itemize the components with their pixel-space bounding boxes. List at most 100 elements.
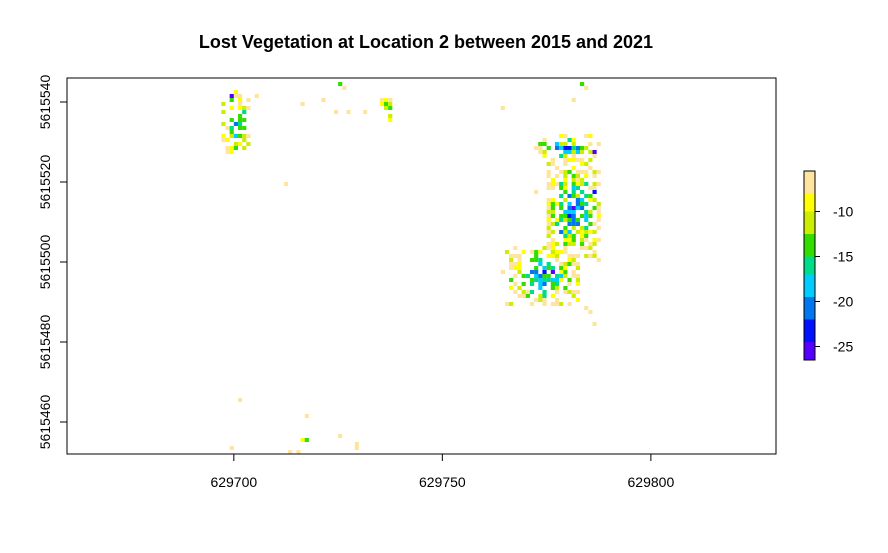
raster-cell	[571, 210, 576, 214]
raster-cell	[575, 206, 580, 210]
raster-cell	[588, 134, 593, 138]
raster-cell	[567, 230, 572, 234]
raster-cell	[529, 278, 535, 282]
raster-cell	[550, 254, 555, 258]
raster-cell	[517, 286, 522, 290]
raster-cell	[596, 206, 601, 210]
raster-cell	[546, 274, 551, 278]
raster-cell	[534, 258, 539, 262]
raster-cell	[559, 266, 564, 270]
raster-cell	[579, 150, 585, 154]
raster-cell	[559, 302, 564, 306]
raster-cell	[233, 122, 238, 126]
raster-cell	[383, 102, 389, 106]
raster-cell	[571, 142, 576, 146]
raster-cell	[534, 190, 539, 194]
raster-cell	[517, 270, 522, 274]
raster-cell	[546, 198, 551, 202]
raster-cell	[538, 278, 543, 282]
raster-cell	[563, 270, 568, 274]
raster-cell	[579, 238, 585, 242]
raster-cell	[221, 134, 226, 138]
raster-cell	[504, 250, 510, 254]
raster-cell	[363, 110, 368, 114]
raster-cell	[571, 258, 576, 262]
raster-cell	[517, 266, 522, 270]
raster-cell	[567, 258, 572, 262]
raster-cell	[563, 146, 568, 150]
raster-cell	[338, 82, 343, 86]
raster-cell	[563, 158, 568, 162]
raster-cell	[592, 170, 597, 174]
raster-cell	[538, 286, 543, 290]
raster-cell	[225, 150, 230, 154]
y-tick-label: 5615500	[37, 235, 53, 290]
raster-cell	[546, 230, 551, 234]
raster-cell	[575, 146, 580, 150]
raster-cell	[233, 94, 238, 98]
colorbar-frame	[803, 170, 816, 361]
raster-cell	[571, 214, 576, 218]
raster-cell	[584, 214, 589, 218]
raster-cell	[379, 102, 384, 106]
raster-cell	[588, 186, 593, 190]
raster-cell	[546, 146, 551, 150]
raster-cell	[554, 142, 560, 146]
raster-cell	[554, 286, 560, 290]
raster-cell	[246, 98, 251, 102]
raster-cell	[592, 238, 597, 242]
raster-cell	[563, 274, 568, 278]
raster-cell	[584, 86, 589, 90]
raster-cell	[571, 138, 576, 142]
raster-cell	[546, 206, 551, 210]
y-tick-label: 5615460	[37, 395, 53, 450]
raster-cell	[229, 118, 234, 122]
raster-cell	[229, 94, 234, 98]
raster-cell	[500, 270, 505, 274]
raster-cell	[221, 102, 226, 106]
raster-cell	[596, 214, 601, 218]
raster-cell	[546, 210, 551, 214]
colorbar-bin	[804, 234, 815, 257]
raster-cell	[550, 270, 555, 274]
raster-cell	[229, 126, 234, 130]
raster-cell	[563, 190, 568, 194]
raster-cell	[571, 166, 576, 170]
raster-cell	[242, 106, 247, 110]
raster-cell	[550, 286, 555, 290]
raster-cell	[388, 114, 393, 118]
raster-cell	[550, 186, 555, 190]
raster-cell	[579, 190, 585, 194]
raster-cell	[538, 142, 543, 146]
raster-cell	[554, 250, 560, 254]
colorbar-bin	[804, 211, 815, 234]
raster-cell	[584, 218, 589, 222]
colorbar-bin	[804, 171, 815, 194]
raster-cell	[509, 302, 514, 306]
raster-cell	[538, 146, 543, 150]
raster-cell	[542, 290, 547, 294]
raster-cell	[592, 322, 597, 326]
raster-cell	[554, 182, 560, 186]
raster-cell	[529, 302, 535, 306]
raster-cell	[538, 250, 543, 254]
raster-cell	[596, 210, 601, 214]
raster-cell	[554, 242, 560, 246]
raster-cell	[575, 218, 580, 222]
raster-cell	[563, 162, 568, 166]
raster-cell	[288, 450, 293, 454]
raster-cell	[229, 98, 234, 102]
raster-cell	[571, 270, 576, 274]
raster-cell	[571, 222, 576, 226]
raster-cell	[379, 98, 384, 102]
raster-cell	[567, 218, 572, 222]
raster-cell	[592, 206, 597, 210]
raster-cell	[579, 162, 585, 166]
raster-cell	[513, 246, 518, 250]
raster-cell	[554, 290, 560, 294]
raster-cell	[588, 142, 593, 146]
raster-cell	[542, 274, 547, 278]
raster-cell	[584, 230, 589, 234]
y-axis: 5615460 5615480 5615500 5615520 5615540	[37, 75, 68, 450]
raster-cell	[517, 258, 522, 262]
